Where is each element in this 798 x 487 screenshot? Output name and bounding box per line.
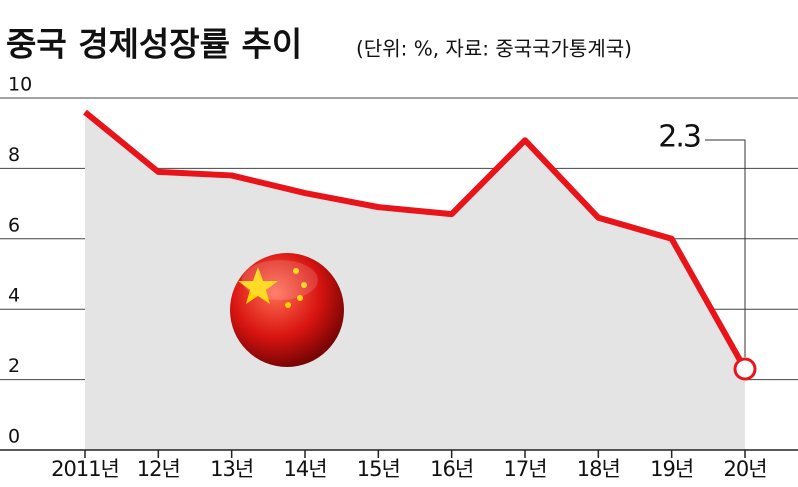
- y-tick-label: 2: [8, 355, 20, 377]
- x-tick-label: 17년: [503, 457, 546, 481]
- series-line: [83, 109, 748, 371]
- x-tick-label: 14년: [283, 457, 326, 481]
- x-tick-label: 18년: [577, 457, 620, 481]
- y-tick-label: 0: [8, 426, 20, 448]
- x-tick-label: 2011년: [51, 457, 119, 481]
- x-tick-label: 12년: [137, 457, 180, 481]
- chart-title: 중국 경제성장률 추이: [6, 25, 302, 64]
- y-tick-label: 8: [8, 144, 20, 166]
- x-tick-label: 16년: [430, 457, 473, 481]
- area-fill: [85, 112, 745, 450]
- y-tick-label: 10: [8, 74, 32, 96]
- y-tick-label: 6: [8, 214, 20, 236]
- value-label: 2.3: [658, 120, 700, 155]
- china-flag-icon: [230, 253, 344, 367]
- x-tick-label: 13년: [210, 457, 253, 481]
- x-tick-label: 15년: [357, 457, 400, 481]
- annotation-leader: [705, 139, 746, 358]
- chart-subtitle: (단위: %, 자료: 중국국가통계국): [356, 37, 632, 61]
- x-tick-label: 19년: [650, 457, 693, 481]
- y-tick-label: 4: [8, 285, 20, 307]
- end-marker: [733, 357, 757, 381]
- x-tick-label: 20년: [723, 457, 766, 481]
